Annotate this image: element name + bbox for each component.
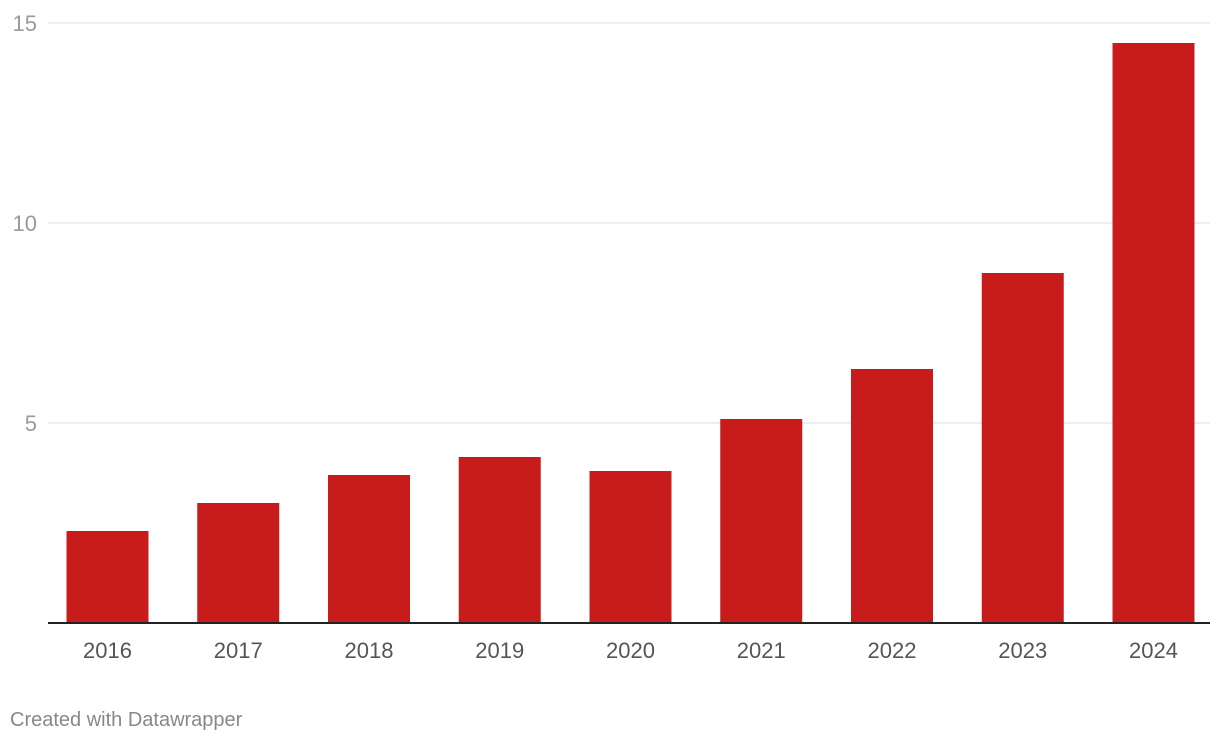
- bar-2018: [328, 475, 410, 623]
- bar-2024: [1112, 43, 1195, 623]
- y-axis-ticks: 5 10 15: [13, 11, 37, 436]
- y-tick-label: 5: [25, 411, 37, 436]
- x-tick-label: 2020: [606, 638, 655, 663]
- bar-2019: [458, 457, 541, 623]
- x-axis-ticks: 2016 2017 2018 2019 2020 2021 2022 2023 2024: [83, 638, 1178, 663]
- bar-2020: [589, 471, 672, 623]
- bar-2021: [720, 419, 803, 623]
- x-tick-label: 2024: [1129, 638, 1178, 663]
- y-tick-label: 10: [13, 211, 37, 236]
- bar-2016: [66, 531, 149, 623]
- x-tick-label: 2022: [868, 638, 917, 663]
- x-tick-label: 2018: [345, 638, 394, 663]
- bar-2022: [851, 369, 933, 623]
- x-tick-label: 2017: [214, 638, 263, 663]
- bars: [66, 43, 1195, 623]
- x-tick-label: 2019: [475, 638, 524, 663]
- credit-text: Created with Datawrapper: [10, 709, 243, 731]
- bar-2017: [197, 503, 280, 623]
- bar-2023: [981, 273, 1064, 623]
- y-tick-label: 15: [13, 11, 37, 36]
- x-tick-label: 2016: [83, 638, 132, 663]
- x-tick-label: 2023: [998, 638, 1047, 663]
- x-tick-label: 2021: [737, 638, 786, 663]
